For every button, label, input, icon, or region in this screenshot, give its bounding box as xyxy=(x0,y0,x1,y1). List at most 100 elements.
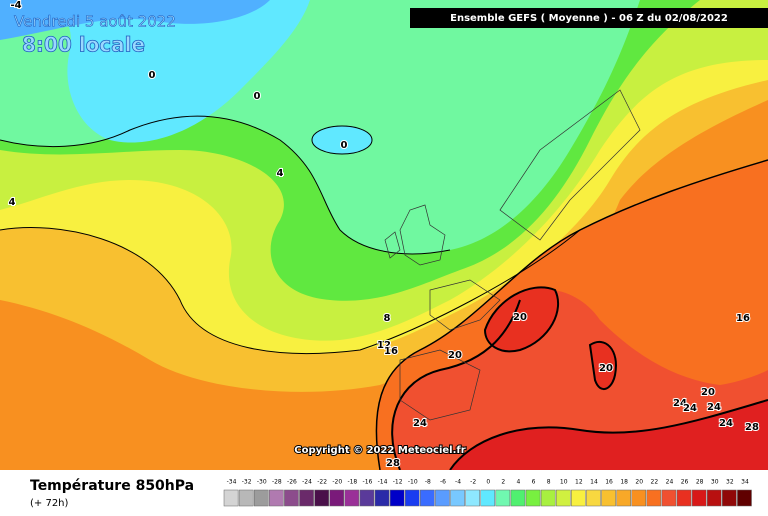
contour-label: -4 xyxy=(10,0,21,11)
contour-label: 0 xyxy=(254,91,261,102)
scale-label: 12 xyxy=(575,479,583,486)
contour-label: 4 xyxy=(9,197,16,208)
contour-label: 20 xyxy=(513,312,527,323)
scale-swatch xyxy=(389,489,405,507)
contour-label: 24 xyxy=(683,403,697,414)
scale-label: -14 xyxy=(378,479,388,486)
scale-swatch xyxy=(631,489,647,507)
scale-swatch xyxy=(450,489,465,507)
scale-label: -18 xyxy=(347,479,357,486)
scale-swatch xyxy=(601,489,616,507)
scale-swatch xyxy=(691,489,707,507)
iceland xyxy=(311,125,373,155)
scale-swatch xyxy=(284,489,299,507)
scale-label: 24 xyxy=(666,479,674,486)
scale-swatch xyxy=(329,489,345,507)
scale-swatch xyxy=(344,489,360,507)
scale-label: -10 xyxy=(408,479,418,486)
scale-label: 8 xyxy=(547,479,551,486)
scale-label: 6 xyxy=(532,479,536,486)
scale-swatch xyxy=(646,489,662,507)
contour-label: 20 xyxy=(599,363,613,374)
scale-label: 34 xyxy=(741,479,749,486)
scale-swatch xyxy=(404,489,420,507)
zone-blue xyxy=(0,0,270,40)
scale-swatch xyxy=(510,489,526,507)
scale-swatch xyxy=(420,489,435,507)
zone-dark-red xyxy=(450,400,768,470)
contour-label: 24 xyxy=(673,398,687,409)
scale-label: 30 xyxy=(711,479,719,486)
scale-label: 18 xyxy=(620,479,628,486)
forecast-time: 8:00 locale xyxy=(22,33,145,57)
scale-label: 32 xyxy=(726,479,734,486)
scale-label: -12 xyxy=(393,479,403,486)
contour-label: 24 xyxy=(719,418,733,429)
scale-label: -20 xyxy=(332,479,342,486)
scale-swatch xyxy=(616,489,631,507)
scale-swatch xyxy=(253,489,269,507)
copyright: Copyright © 2022 Meteociel.fr xyxy=(294,445,465,456)
scale-label: -4 xyxy=(455,479,461,486)
scale-label: -30 xyxy=(257,479,267,486)
scale-label: 2 xyxy=(501,479,505,486)
scale-swatch xyxy=(314,489,329,507)
scale-label: 20 xyxy=(635,479,643,486)
contour-label: 16 xyxy=(384,346,398,357)
run-banner xyxy=(410,8,768,28)
scale-swatch xyxy=(737,489,752,507)
scale-swatch xyxy=(571,489,586,507)
scale-label: -22 xyxy=(317,479,327,486)
scale-label: 4 xyxy=(517,479,521,486)
scale-swatch xyxy=(299,489,314,507)
scale-swatch xyxy=(661,489,677,507)
zone-cyan xyxy=(30,0,310,143)
scale-label: 14 xyxy=(590,479,598,486)
scale-swatch xyxy=(540,489,556,507)
scale-label: -26 xyxy=(287,479,297,486)
scale-swatch xyxy=(269,489,284,507)
scale-label: 0 xyxy=(486,479,490,486)
contour-label: 4 xyxy=(277,168,284,179)
scale-label: -32 xyxy=(242,479,252,486)
scale-label: 28 xyxy=(696,479,704,486)
footer-lead: (+ 72h) xyxy=(30,498,69,509)
scale-swatch xyxy=(223,489,239,507)
scale-label: -16 xyxy=(363,479,373,486)
scale-label: 16 xyxy=(605,479,613,486)
scale-label: -6 xyxy=(440,479,446,486)
scale-label: 10 xyxy=(560,479,568,486)
isotherms xyxy=(0,115,768,471)
contour-label: 24 xyxy=(413,418,427,429)
contour-label: 28 xyxy=(386,458,400,469)
map-field xyxy=(0,0,768,471)
scale-swatch xyxy=(359,489,375,507)
contour-label: 20 xyxy=(701,387,715,398)
scale-swatch xyxy=(555,489,571,507)
contour-label: 24 xyxy=(707,402,721,413)
scale-swatch xyxy=(525,489,541,507)
contour-label: 0 xyxy=(149,70,156,81)
scale-swatch xyxy=(586,489,601,507)
scale-label: -34 xyxy=(227,479,237,486)
zone-hot-alps xyxy=(483,286,560,353)
scale-swatch xyxy=(722,489,737,507)
scale-label: -8 xyxy=(425,479,431,486)
scale-label: -28 xyxy=(272,479,282,486)
scale-swatch xyxy=(435,489,450,507)
coastlines xyxy=(384,89,641,421)
scale-swatch xyxy=(480,489,496,507)
scale-label: 26 xyxy=(681,479,689,486)
scale-swatch xyxy=(495,489,511,507)
scale-swatch xyxy=(676,489,692,507)
contour-label: 28 xyxy=(745,422,759,433)
contour-label: 16 xyxy=(736,313,750,324)
run-info: Ensemble GEFS ( Moyenne ) - 06 Z du 02/0… xyxy=(450,13,728,24)
scale-label: -2 xyxy=(470,479,476,486)
footer-title: Température 850hPa xyxy=(30,478,194,494)
zone-hot-balkans xyxy=(588,340,617,390)
scale-swatch xyxy=(374,489,390,507)
scale-label: 22 xyxy=(651,479,659,486)
